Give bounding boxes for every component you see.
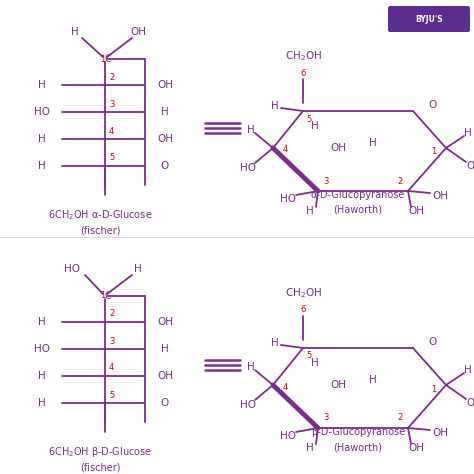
Text: H: H xyxy=(161,107,169,117)
Text: OH: OH xyxy=(408,443,424,453)
Text: 4: 4 xyxy=(109,364,114,373)
Text: 6: 6 xyxy=(301,69,306,78)
Text: OH: OH xyxy=(157,317,173,327)
Text: H: H xyxy=(71,27,79,37)
Text: H: H xyxy=(38,80,46,90)
Text: C: C xyxy=(105,291,112,301)
Text: 1: 1 xyxy=(100,292,105,301)
Text: H: H xyxy=(311,358,319,368)
Text: 2: 2 xyxy=(397,413,402,422)
Text: H: H xyxy=(134,264,142,274)
Text: H: H xyxy=(271,101,279,111)
Text: H: H xyxy=(369,138,377,148)
Text: H: H xyxy=(38,398,46,408)
Text: 1: 1 xyxy=(431,147,437,156)
Text: 5: 5 xyxy=(109,391,114,400)
Text: BYJU'S: BYJU'S xyxy=(415,15,443,24)
Text: O: O xyxy=(161,398,169,408)
Text: OH: OH xyxy=(330,380,346,390)
Text: O: O xyxy=(161,161,169,171)
Text: O: O xyxy=(429,100,437,110)
Text: 3: 3 xyxy=(109,100,114,109)
Text: 5: 5 xyxy=(306,352,311,361)
Text: CH$_2$OH: CH$_2$OH xyxy=(284,286,321,300)
Text: H: H xyxy=(38,161,46,171)
Text: 3: 3 xyxy=(109,337,114,346)
Text: HO: HO xyxy=(240,163,256,173)
Text: 4: 4 xyxy=(109,127,114,136)
Text: H: H xyxy=(311,121,319,131)
Text: OH: OH xyxy=(157,371,173,381)
Text: OH: OH xyxy=(330,143,346,153)
Text: H: H xyxy=(464,128,472,138)
Text: (Haworth): (Haworth) xyxy=(334,205,383,215)
Text: OH: OH xyxy=(432,191,448,201)
Text: OH: OH xyxy=(466,398,474,408)
Text: HO: HO xyxy=(34,107,50,117)
Text: (fischer): (fischer) xyxy=(80,462,120,472)
Text: OH: OH xyxy=(157,134,173,144)
Text: HO: HO xyxy=(280,431,296,441)
Text: 3: 3 xyxy=(323,413,328,422)
Text: HO: HO xyxy=(240,400,256,410)
FancyBboxPatch shape xyxy=(388,6,470,32)
Text: β-D-Glucopyranose: β-D-Glucopyranose xyxy=(311,427,405,437)
Text: H: H xyxy=(38,317,46,327)
Text: HO: HO xyxy=(34,344,50,354)
Text: HO: HO xyxy=(280,194,296,204)
Text: H: H xyxy=(306,443,314,453)
Text: OH: OH xyxy=(157,80,173,90)
Text: OH: OH xyxy=(130,27,146,37)
Text: H: H xyxy=(247,125,255,135)
Text: H: H xyxy=(38,134,46,144)
Text: H: H xyxy=(369,375,377,385)
Text: H: H xyxy=(271,338,279,348)
Text: H: H xyxy=(247,362,255,372)
Text: 3: 3 xyxy=(323,176,328,185)
Text: 2: 2 xyxy=(397,176,402,185)
Text: (Haworth): (Haworth) xyxy=(334,442,383,452)
Text: 6CH$_2$OH α-D-Glucose: 6CH$_2$OH α-D-Glucose xyxy=(48,208,152,222)
Text: 4: 4 xyxy=(283,383,288,392)
Text: (fischer): (fischer) xyxy=(80,225,120,235)
Text: 6: 6 xyxy=(301,306,306,315)
Text: 6CH$_2$OH β-D-Glucose: 6CH$_2$OH β-D-Glucose xyxy=(48,445,152,459)
Text: OH: OH xyxy=(466,161,474,171)
Text: 1: 1 xyxy=(431,384,437,393)
Text: 2: 2 xyxy=(109,73,114,82)
Text: 1: 1 xyxy=(100,55,105,64)
Text: 4: 4 xyxy=(283,146,288,155)
Text: H: H xyxy=(161,344,169,354)
Text: H: H xyxy=(464,365,472,375)
Text: O: O xyxy=(429,337,437,347)
Text: C: C xyxy=(105,54,112,64)
Text: OH: OH xyxy=(408,206,424,216)
Text: HO: HO xyxy=(64,264,80,274)
Text: 2: 2 xyxy=(109,310,114,319)
Text: 5: 5 xyxy=(306,115,311,124)
Text: α-D-Glucopyranose: α-D-Glucopyranose xyxy=(311,190,405,200)
Text: CH$_2$OH: CH$_2$OH xyxy=(284,49,321,63)
Text: H: H xyxy=(38,371,46,381)
Text: 5: 5 xyxy=(109,154,114,163)
Text: OH: OH xyxy=(432,428,448,438)
Text: H: H xyxy=(306,206,314,216)
